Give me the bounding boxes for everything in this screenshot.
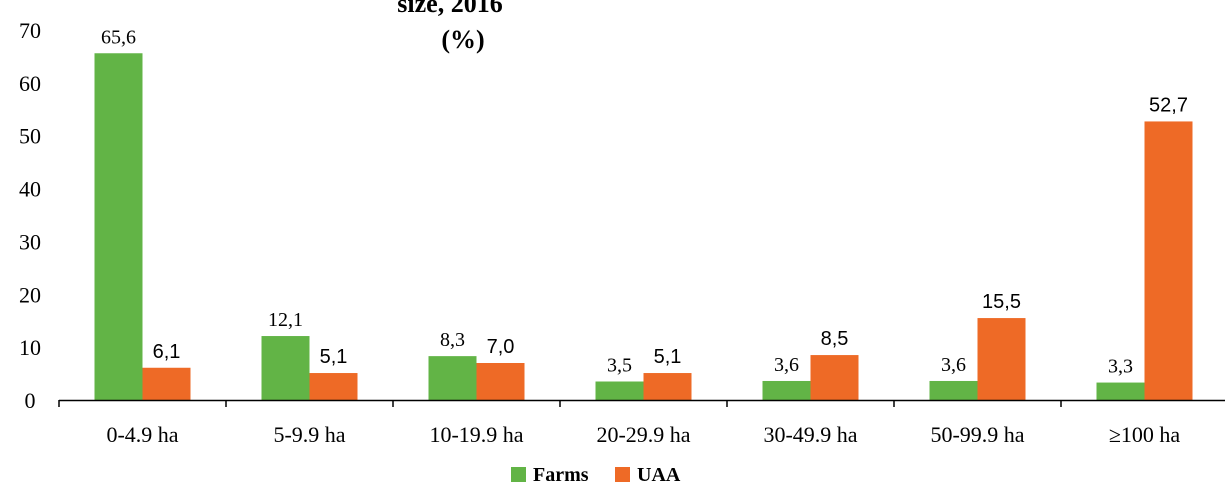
y-axis: 0 10 20 30 40 50 60 70: [19, 18, 41, 413]
data-label-farms: 65,6: [101, 26, 136, 48]
y-tick-label: 50: [19, 124, 41, 149]
bar-farms: [929, 380, 978, 400]
chart-title: size, 2016 (%): [397, 0, 502, 54]
bar-uaa: [476, 363, 525, 400]
y-tick-label: 70: [19, 18, 41, 43]
data-label-uaa: 15,5: [982, 291, 1021, 313]
y-tick-label: 0: [25, 388, 36, 413]
bar-farms: [261, 336, 310, 400]
legend-swatch-farms: [511, 467, 526, 482]
bar-farms: [595, 381, 644, 400]
data-label-farms: 3,3: [1108, 356, 1133, 378]
bar-uaa: [643, 373, 692, 400]
data-label-farms: 3,5: [607, 355, 632, 377]
bar-farms: [428, 356, 477, 400]
y-tick-label: 30: [19, 229, 41, 254]
x-axis: 0-4.9 ha 5-9.9 ha 10-19.9 ha 20-29.9 ha 30-4…: [58, 399, 1225, 447]
bar-uaa: [309, 373, 358, 400]
data-label-farms: 12,1: [268, 309, 303, 331]
chart-title-line-1: size, 2016: [397, 0, 502, 18]
x-tick-label: ≥100 ha: [1109, 422, 1181, 447]
y-tick-label: 60: [19, 71, 41, 96]
x-tick-label: 50-99.9 ha: [930, 422, 1024, 447]
chart-title-line-2: (%): [441, 25, 484, 54]
bar-uaa: [1144, 121, 1193, 400]
x-tick-label: 0-4.9 ha: [106, 422, 178, 447]
x-tick-label: 20-29.9 ha: [596, 422, 690, 447]
data-label-uaa: 5,1: [320, 346, 348, 368]
data-label-uaa: 52,7: [1149, 94, 1188, 116]
legend-label-farms: Farms: [533, 464, 589, 484]
data-label-uaa: 5,1: [654, 346, 682, 368]
bar-uaa: [142, 367, 191, 400]
bar-uaa: [810, 355, 859, 400]
y-tick-label: 40: [19, 177, 41, 202]
x-tick-label: 5-9.9 ha: [273, 422, 345, 447]
legend-swatch-uaa: [615, 467, 630, 482]
bar-farms: [94, 53, 143, 400]
data-label-uaa: 8,5: [821, 328, 849, 350]
legend: Farms UAA: [511, 464, 681, 484]
x-tick-label: 10-19.9 ha: [429, 422, 523, 447]
bar-uaa: [977, 318, 1026, 400]
data-label-farms: 8,3: [440, 329, 465, 351]
y-tick-label: 20: [19, 282, 41, 307]
x-tick-label: 30-49.9 ha: [763, 422, 857, 447]
data-label-farms: 3,6: [774, 354, 799, 376]
data-label-uaa: 6,1: [153, 341, 181, 363]
data-label-uaa: 7,0: [487, 336, 515, 358]
legend-label-uaa: UAA: [637, 464, 681, 484]
data-label-farms: 3,6: [941, 354, 966, 376]
bars: 65,6 6,1 12,1 5,1 8,3 7,0 3,5 5,1 3,6 8,5 3,6 15,5 3…: [94, 26, 1193, 400]
bar-farms: [762, 380, 811, 400]
bar-farms: [1096, 382, 1145, 400]
y-tick-label: 10: [19, 335, 41, 360]
